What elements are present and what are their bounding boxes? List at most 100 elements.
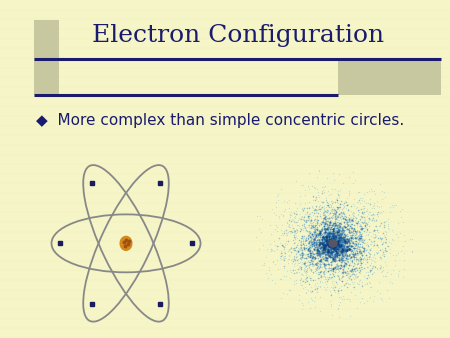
Point [326,221,333,226]
Point [330,234,337,239]
Point [329,233,337,239]
Point [329,241,337,246]
Point [356,201,363,206]
Point [299,272,306,278]
Point [331,240,338,245]
Point [329,266,337,271]
Point [307,237,315,242]
Point [365,232,372,237]
Point [352,247,360,252]
Point [324,232,332,237]
Point [350,225,357,231]
Point [338,243,345,249]
Point [327,240,334,246]
Point [334,189,341,194]
Point [334,251,341,257]
Point [312,266,319,271]
Point [342,236,350,241]
Point [394,273,401,279]
Point [324,242,331,247]
Point [291,229,298,235]
Point [368,238,375,243]
Point [338,253,345,258]
Point [325,238,333,243]
Point [306,228,313,234]
Point [334,229,342,234]
Point [328,241,335,246]
Point [320,246,328,252]
Point [278,186,285,192]
Point [324,252,331,257]
Point [327,245,334,250]
Point [330,242,338,248]
Point [302,237,309,242]
Point [256,246,263,252]
Point [349,247,356,253]
Point [360,249,368,255]
Point [328,243,335,249]
Point [323,240,330,245]
Point [329,278,336,284]
Point [343,223,351,229]
Point [319,205,326,210]
Point [338,238,345,243]
Point [324,241,331,247]
Point [307,230,314,235]
Point [333,261,340,266]
Point [331,221,338,226]
Point [355,211,362,216]
Point [288,222,295,227]
Point [269,259,276,265]
Point [378,210,385,215]
Point [326,236,333,241]
Point [325,244,332,250]
Point [325,229,333,235]
Point [333,238,341,244]
Point [338,265,345,271]
Point [335,191,342,197]
Point [336,230,343,235]
Point [338,278,345,284]
Point [366,294,373,299]
Point [297,239,305,244]
Point [335,191,342,196]
Point [341,238,348,243]
Point [323,240,330,246]
Point [332,241,339,247]
Point [333,248,340,254]
Point [330,240,337,245]
Point [332,214,339,219]
Point [360,248,367,253]
Point [329,226,337,232]
Point [329,241,336,246]
Point [318,249,325,255]
Point [324,188,332,193]
Point [345,246,352,252]
Point [332,233,339,239]
Point [325,232,333,237]
Point [360,257,367,262]
Point [329,240,337,246]
Point [349,217,356,222]
Point [333,235,340,240]
Point [365,256,372,262]
Point [328,225,336,230]
Point [328,241,335,247]
Point [327,198,334,204]
Point [310,240,317,245]
Point [325,247,332,252]
Point [340,259,347,264]
Point [329,240,337,245]
Point [317,221,324,226]
Point [329,241,336,246]
Point [346,268,353,274]
Point [350,251,357,257]
Point [326,272,333,277]
Point [353,238,360,244]
Point [313,241,320,246]
Point [326,253,333,259]
Point [343,203,350,208]
Point [332,215,339,220]
Point [327,292,334,298]
Point [314,248,321,253]
